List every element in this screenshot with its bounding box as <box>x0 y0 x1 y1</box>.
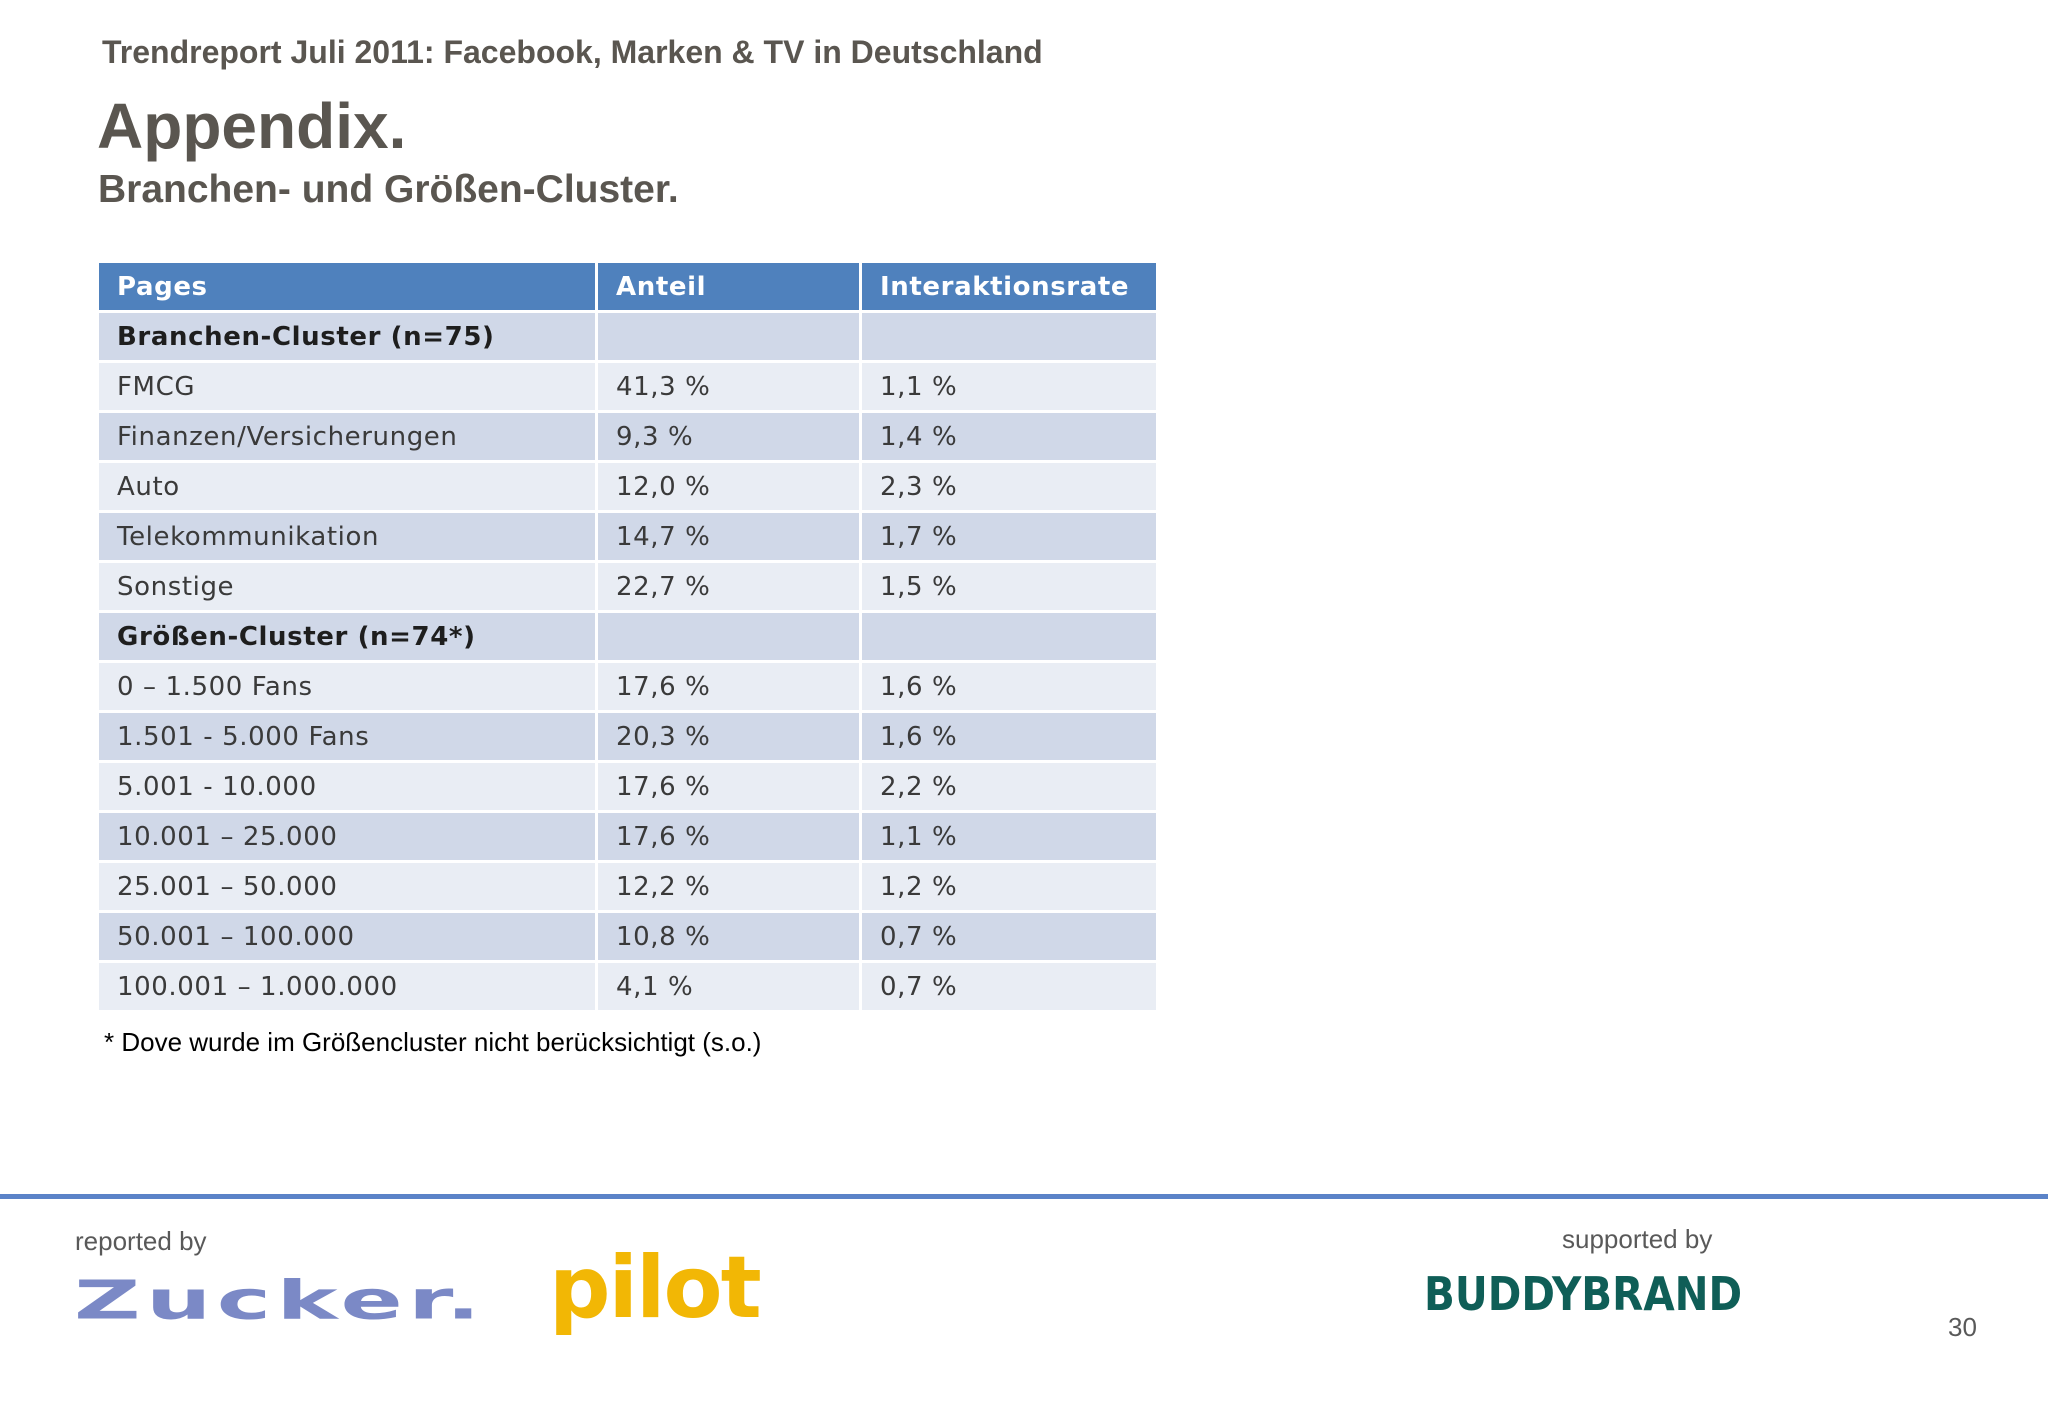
anteil-cell: 14,7 % <box>598 513 859 560</box>
anteil-cell: 22,7 % <box>598 563 859 610</box>
pages-cell: Sonstige <box>99 563 595 610</box>
interaktionsrate-cell: 0,7 % <box>862 913 1156 960</box>
anteil-cell: 41,3 % <box>598 363 859 410</box>
pages-cell: Telekommunikation <box>99 513 595 560</box>
page-number: 30 <box>1948 1312 1977 1342</box>
table-row: Auto 12,0 % 2,3 % <box>99 463 1156 510</box>
table-row: 25.001 – 50.000 12,2 % 1,2 % <box>99 863 1156 910</box>
footer-divider <box>0 1194 2048 1199</box>
table-row: 10.001 – 25.000 17,6 % 1,1 % <box>99 813 1156 860</box>
interaktionsrate-cell: 1,7 % <box>862 513 1156 560</box>
zucker-logo: Zucker. <box>74 1270 487 1332</box>
interaktionsrate-cell: 1,4 % <box>862 413 1156 460</box>
anteil-cell: 12,0 % <box>598 463 859 510</box>
anteil-cell: 4,1 % <box>598 963 859 1010</box>
table-row: 1.501 - 5.000 Fans 20,3 % 1,6 % <box>99 713 1156 760</box>
anteil-cell: 9,3 % <box>598 413 859 460</box>
buddybrand-logo: BUDDYBRAND <box>1424 1268 1743 1322</box>
pages-cell: 50.001 – 100.000 <box>99 913 595 960</box>
interaktionsrate-cell: 1,1 % <box>862 813 1156 860</box>
table-row: 5.001 - 10.000 17,6 % 2,2 % <box>99 763 1156 810</box>
pilot-logo: pilot <box>549 1238 762 1338</box>
pages-cell: FMCG <box>99 363 595 410</box>
anteil-cell: 17,6 % <box>598 813 859 860</box>
table-row: 50.001 – 100.000 10,8 % 0,7 % <box>99 913 1156 960</box>
column-header-interaktionsrate: Interaktionsrate <box>862 263 1156 310</box>
pages-cell: 10.001 – 25.000 <box>99 813 595 860</box>
anteil-cell: 20,3 % <box>598 713 859 760</box>
column-header-pages: Pages <box>99 263 595 310</box>
interaktionsrate-cell: 2,2 % <box>862 763 1156 810</box>
pages-cell: 0 – 1.500 Fans <box>99 663 595 710</box>
anteil-cell: 12,2 % <box>598 863 859 910</box>
anteil-cell: 17,6 % <box>598 763 859 810</box>
footnote: * Dove wurde im Größencluster nicht berü… <box>104 1027 762 1057</box>
table-row: FMCG 41,3 % 1,1 % <box>99 363 1156 410</box>
table-body: Branchen-Cluster (n=75) FMCG 41,3 % 1,1 % Fi… <box>99 313 1156 1010</box>
pages-cell: Auto <box>99 463 595 510</box>
pages-cell: 5.001 - 10.000 <box>99 763 595 810</box>
pages-cell: Finanzen/Versicherungen <box>99 413 595 460</box>
report-title: Trendreport Juli 2011: Facebook, Marken … <box>102 34 1043 70</box>
pages-cell: Größen-Cluster (n=74*) <box>99 613 595 660</box>
table-section-row: Branchen-Cluster (n=75) <box>99 313 1156 360</box>
reported-by-label: reported by <box>75 1226 207 1256</box>
table-row: Finanzen/Versicherungen 9,3 % 1,4 % <box>99 413 1156 460</box>
pages-cell: 25.001 – 50.000 <box>99 863 595 910</box>
table-section-row: Größen-Cluster (n=74*) <box>99 613 1156 660</box>
anteil-cell <box>598 313 859 360</box>
table-row: 0 – 1.500 Fans 17,6 % 1,6 % <box>99 663 1156 710</box>
page-title: Appendix. <box>97 90 407 162</box>
interaktionsrate-cell: 1,5 % <box>862 563 1156 610</box>
anteil-cell <box>598 613 859 660</box>
interaktionsrate-cell: 1,6 % <box>862 663 1156 710</box>
column-header-anteil: Anteil <box>598 263 859 310</box>
cluster-table: Pages Anteil Interaktionsrate Branchen-C… <box>96 260 1159 1013</box>
interaktionsrate-cell <box>862 613 1156 660</box>
interaktionsrate-cell: 2,3 % <box>862 463 1156 510</box>
table-row: Sonstige 22,7 % 1,5 % <box>99 563 1156 610</box>
table-row: Telekommunikation 14,7 % 1,7 % <box>99 513 1156 560</box>
pages-cell: Branchen-Cluster (n=75) <box>99 313 595 360</box>
pages-cell: 1.501 - 5.000 Fans <box>99 713 595 760</box>
anteil-cell: 10,8 % <box>598 913 859 960</box>
interaktionsrate-cell: 1,1 % <box>862 363 1156 410</box>
page-subtitle: Branchen- und Größen-Cluster. <box>98 168 679 211</box>
interaktionsrate-cell <box>862 313 1156 360</box>
interaktionsrate-cell: 1,2 % <box>862 863 1156 910</box>
supported-by-label: supported by <box>1562 1224 1713 1254</box>
anteil-cell: 17,6 % <box>598 663 859 710</box>
interaktionsrate-cell: 0,7 % <box>862 963 1156 1010</box>
pages-cell: 100.001 – 1.000.000 <box>99 963 595 1010</box>
table-row: 100.001 – 1.000.000 4,1 % 0,7 % <box>99 963 1156 1010</box>
interaktionsrate-cell: 1,6 % <box>862 713 1156 760</box>
table-header-row: Pages Anteil Interaktionsrate <box>99 263 1156 310</box>
